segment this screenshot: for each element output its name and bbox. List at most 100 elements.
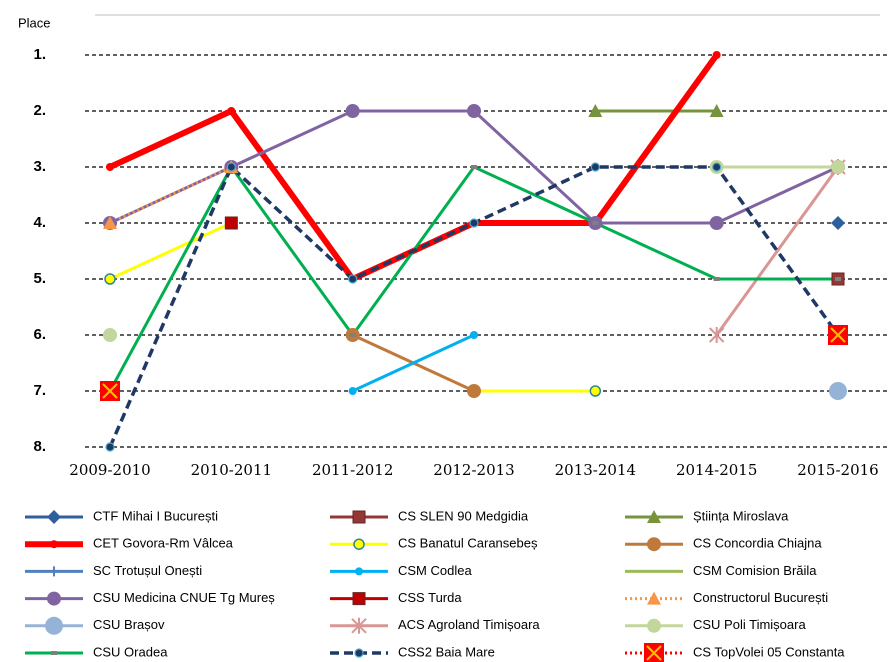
point (103, 216, 117, 229)
legend-label: CTF Mihai I București (93, 508, 218, 523)
legend-entry: Constructorul București (625, 590, 828, 605)
y-tick-label: 6. (33, 326, 46, 343)
legend-label: CSS2 Baia Mare (398, 644, 495, 659)
legend-label: CSU Brașov (93, 617, 165, 632)
point (103, 328, 117, 342)
legend-label: CS SLEN 90 Medgidia (398, 508, 529, 523)
point (353, 538, 365, 550)
y-tick-label: 7. (33, 382, 46, 399)
point (712, 162, 722, 172)
legend-label: Constructorul București (693, 590, 828, 605)
point (471, 165, 477, 169)
legend-entry: CS SLEN 90 Medgidia (330, 508, 529, 524)
point (348, 387, 357, 395)
x-tick-label: 2012-2013 (433, 461, 514, 479)
legend-label: Știința Miroslava (693, 508, 789, 523)
legend-entry: CS Concordia Chiajna (625, 536, 822, 552)
point (345, 104, 360, 118)
point (831, 160, 845, 174)
point (835, 277, 841, 281)
point (469, 218, 479, 228)
point (644, 643, 664, 662)
legend-label: CSM Codlea (398, 563, 472, 578)
point (708, 327, 725, 343)
series-line (109, 221, 232, 281)
point (355, 567, 363, 576)
series-line (109, 165, 232, 225)
y-tick-label: 3. (33, 158, 46, 175)
point (349, 333, 356, 337)
series-line (352, 333, 475, 393)
point (352, 592, 366, 606)
legend-label: CSS Turda (398, 590, 462, 605)
legend-label: CS Concordia Chiajna (693, 536, 822, 551)
point (470, 331, 478, 339)
point (51, 651, 57, 655)
point (106, 163, 114, 171)
x-tick-label: 2013-2014 (555, 461, 636, 479)
point (467, 384, 481, 398)
point (45, 616, 63, 635)
point (47, 510, 61, 524)
y-axis-label: Place (18, 15, 51, 30)
point (348, 274, 358, 284)
legend-label: CET Govora-Rm Vâlcea (93, 536, 234, 551)
legend-entry: CSU Poli Timișoara (625, 617, 806, 633)
x-tick-label: 2014-2015 (676, 461, 757, 479)
point (49, 566, 59, 577)
point (105, 442, 115, 452)
legend-entry: CSU Oradea (25, 644, 168, 659)
point (100, 381, 120, 401)
legend-entry: CSS Turda (330, 590, 462, 606)
legend-entry: ACS Agroland Timișoara (330, 617, 540, 634)
point (828, 325, 848, 345)
y-tick-label: 2. (33, 102, 46, 119)
point (592, 221, 599, 225)
point (590, 162, 600, 172)
legend-label: CSU Oradea (93, 644, 168, 659)
legend-label: SC Trotușul Onești (93, 563, 202, 578)
x-tick-label: 2010-2011 (191, 461, 272, 479)
x-tick-label: 2011-2012 (312, 461, 393, 479)
legend-entry: CSM Comision Brăila (625, 563, 817, 578)
legend-entry: Știința Miroslava (625, 508, 789, 523)
point (588, 104, 603, 117)
point-cross (830, 327, 846, 343)
point (467, 104, 481, 118)
point (589, 385, 602, 397)
point-cross (102, 383, 118, 399)
series-line (108, 165, 840, 448)
point (227, 107, 236, 115)
legend-label: CSM Comision Brăila (693, 563, 817, 578)
legend-entry: CTF Mihai I București (25, 508, 218, 524)
point (647, 591, 661, 605)
point (709, 216, 724, 230)
legend-label: CSU Medicina CNUE Tg Mureș (93, 590, 275, 605)
legend-label: CSU Poli Timișoara (693, 617, 806, 632)
point (647, 510, 661, 523)
legend-entry: CSS2 Baia Mare (330, 644, 495, 659)
legend-entry: CSU Medicina CNUE Tg Mureș (25, 590, 275, 606)
point (50, 540, 58, 549)
y-tick-label: 1. (33, 46, 46, 63)
legend-entry: CS Banatul Caransebeș (330, 536, 538, 551)
point (831, 216, 845, 230)
series-line (715, 166, 840, 336)
legend-entry: CET Govora-Rm Vâlcea (25, 536, 234, 551)
y-tick-label: 5. (33, 270, 46, 287)
point (104, 273, 116, 285)
point (226, 162, 236, 172)
point (47, 591, 61, 606)
y-tick-label: 8. (33, 438, 46, 455)
point (829, 382, 847, 400)
legend-label: CS TopVolei 05 Constanta (693, 644, 845, 659)
legend-label: CS Banatul Caransebeș (398, 536, 538, 551)
point (712, 51, 721, 59)
point (709, 104, 724, 117)
point (224, 216, 238, 230)
legend-entry: SC Trotușul Onești (25, 563, 202, 578)
legend-label: ACS Agroland Timișoara (398, 617, 540, 632)
y-tick-label: 4. (33, 214, 46, 231)
